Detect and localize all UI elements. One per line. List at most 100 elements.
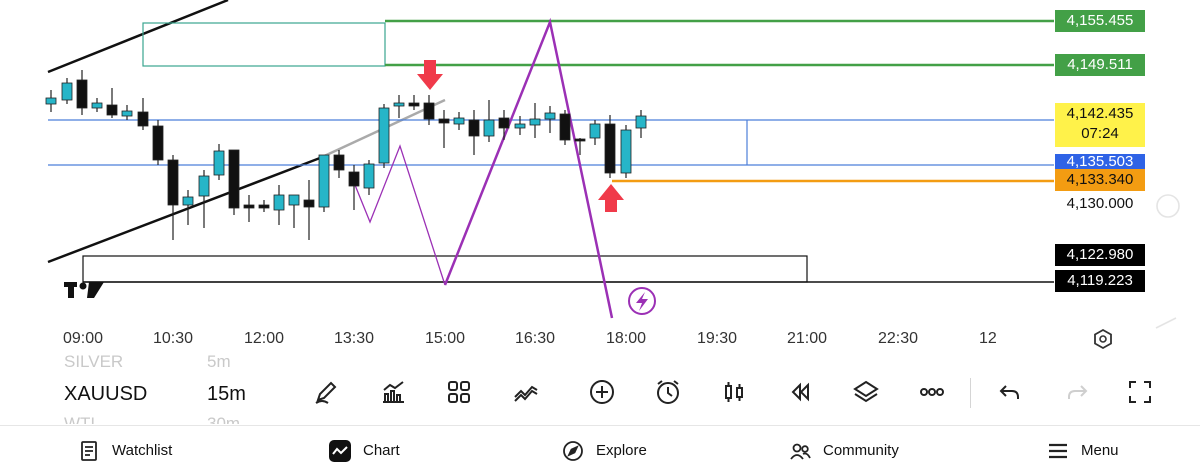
- candles-icon[interactable]: [718, 376, 750, 408]
- time-label: 12:00: [244, 330, 285, 347]
- candle-body: [498, 117, 510, 129]
- candle-body: [574, 138, 586, 142]
- bottom-navigation: Watchlist Chart Explore Community Menu: [0, 425, 1200, 475]
- time-label: 19:30: [697, 330, 738, 347]
- replay-icon[interactable]: [784, 376, 816, 408]
- indicators-icon[interactable]: [377, 376, 409, 408]
- nav-explore[interactable]: Explore: [562, 426, 647, 475]
- candle-body: [198, 175, 210, 197]
- price-tag-black-1: 4,122.980: [1055, 244, 1145, 266]
- zone-box-black: [82, 255, 808, 283]
- symbol-name[interactable]: XAUUSD: [64, 383, 148, 405]
- prev-interval[interactable]: 5m: [207, 352, 231, 371]
- chart-icon: [329, 439, 351, 462]
- redo-icon[interactable]: [1061, 376, 1093, 408]
- candle-body: [589, 123, 601, 139]
- price-chart[interactable]: [0, 0, 1200, 356]
- fullscreen-icon[interactable]: [1124, 376, 1156, 408]
- candle-body: [363, 163, 375, 189]
- candle-body: [288, 194, 300, 206]
- candle-body: [408, 102, 420, 107]
- candle-body: [378, 107, 390, 164]
- nav-watchlist-label: Watchlist: [112, 442, 173, 459]
- tradingview-logo-icon: [64, 282, 104, 298]
- trend-icon[interactable]: [510, 376, 542, 408]
- price-tag-blue: 4,135.503: [1055, 154, 1145, 170]
- nav-menu[interactable]: Menu: [1047, 426, 1119, 475]
- symbol-toolbar: SILVER 5m XAUUSD 15m WTI 30m: [0, 352, 1200, 424]
- chart-area[interactable]: 4,155.455 4,149.511 4,142.435 07:24 4,13…: [0, 0, 1200, 356]
- faint-circle-icon: [1156, 194, 1180, 218]
- more-icon[interactable]: [916, 376, 948, 408]
- lightning-icon[interactable]: [628, 287, 656, 315]
- price-tag-green-2: 4,149.511: [1055, 54, 1145, 76]
- interval[interactable]: 15m: [207, 383, 246, 405]
- candle-body: [258, 204, 270, 209]
- nav-watchlist[interactable]: Watchlist: [78, 426, 172, 475]
- menu-icon: [1049, 443, 1067, 458]
- zone-box-teal: [142, 22, 386, 67]
- candle-body: [76, 79, 88, 109]
- candle-body: [483, 119, 495, 137]
- candle-body: [438, 118, 450, 124]
- candle-body: [91, 102, 103, 109]
- candle-body: [604, 123, 616, 174]
- candle-body: [318, 154, 330, 208]
- candle-body: [243, 204, 255, 209]
- candle-body: [273, 194, 285, 211]
- candle-body: [620, 129, 632, 174]
- channel-upper-line: [47, 0, 229, 74]
- candle-body: [106, 104, 118, 116]
- time-label: 10:30: [153, 330, 194, 347]
- time-label: 09:00: [63, 330, 104, 347]
- candle-body: [152, 125, 164, 161]
- nav-menu-label: Menu: [1081, 442, 1119, 459]
- nav-chart-label: Chart: [363, 442, 400, 459]
- candle-body: [333, 154, 345, 171]
- chart-settings-icon[interactable]: [1094, 328, 1112, 350]
- nav-chart[interactable]: Chart: [329, 426, 400, 475]
- layers-icon[interactable]: [850, 376, 882, 408]
- candle-body: [423, 102, 435, 120]
- add-icon[interactable]: [586, 376, 618, 408]
- arrow-down-icon: [417, 60, 443, 90]
- candle-body: [514, 123, 526, 129]
- undo-icon[interactable]: [994, 376, 1026, 408]
- prev-symbol[interactable]: SILVER: [64, 352, 124, 371]
- watchlist-icon: [81, 440, 97, 461]
- price-tag-current: 4,142.435: [1055, 103, 1145, 125]
- nav-community[interactable]: Community: [789, 426, 899, 475]
- time-label: 18:00: [606, 330, 647, 347]
- next-symbol[interactable]: WTI: [64, 414, 96, 424]
- candle-body: [348, 171, 360, 187]
- compass-icon: [563, 440, 583, 461]
- candle-body: [468, 119, 480, 137]
- candle-body: [213, 150, 225, 176]
- nav-community-label: Community: [823, 442, 899, 459]
- candle-body: [182, 196, 194, 206]
- candle-body: [393, 102, 405, 107]
- candle-body: [559, 113, 571, 141]
- candle-body: [453, 117, 465, 125]
- candle-body: [228, 149, 240, 209]
- channel-lower-line: [47, 156, 321, 264]
- time-label: 16:30: [515, 330, 556, 347]
- candle-body: [61, 82, 73, 101]
- time-label: 21:00: [787, 330, 828, 347]
- time-label: 13:30: [334, 330, 375, 347]
- candle-body: [635, 115, 647, 129]
- price-label-plain: 4,130.000: [1066, 195, 1134, 212]
- candle-body: [45, 97, 57, 105]
- community-icon: [790, 443, 811, 460]
- price-tag-orange: 4,133.340: [1055, 169, 1145, 191]
- next-interval[interactable]: 30m: [207, 414, 241, 424]
- pencil-icon[interactable]: [310, 376, 342, 408]
- toolbar-separator: [970, 378, 971, 408]
- candles: [45, 70, 647, 240]
- layouts-icon[interactable]: [443, 376, 475, 408]
- time-label: 15:00: [425, 330, 466, 347]
- price-tag-black-2: 4,119.223: [1055, 270, 1145, 292]
- zigzag-thin: [354, 144, 446, 286]
- alarm-icon[interactable]: [652, 376, 684, 408]
- candle-body: [121, 110, 133, 117]
